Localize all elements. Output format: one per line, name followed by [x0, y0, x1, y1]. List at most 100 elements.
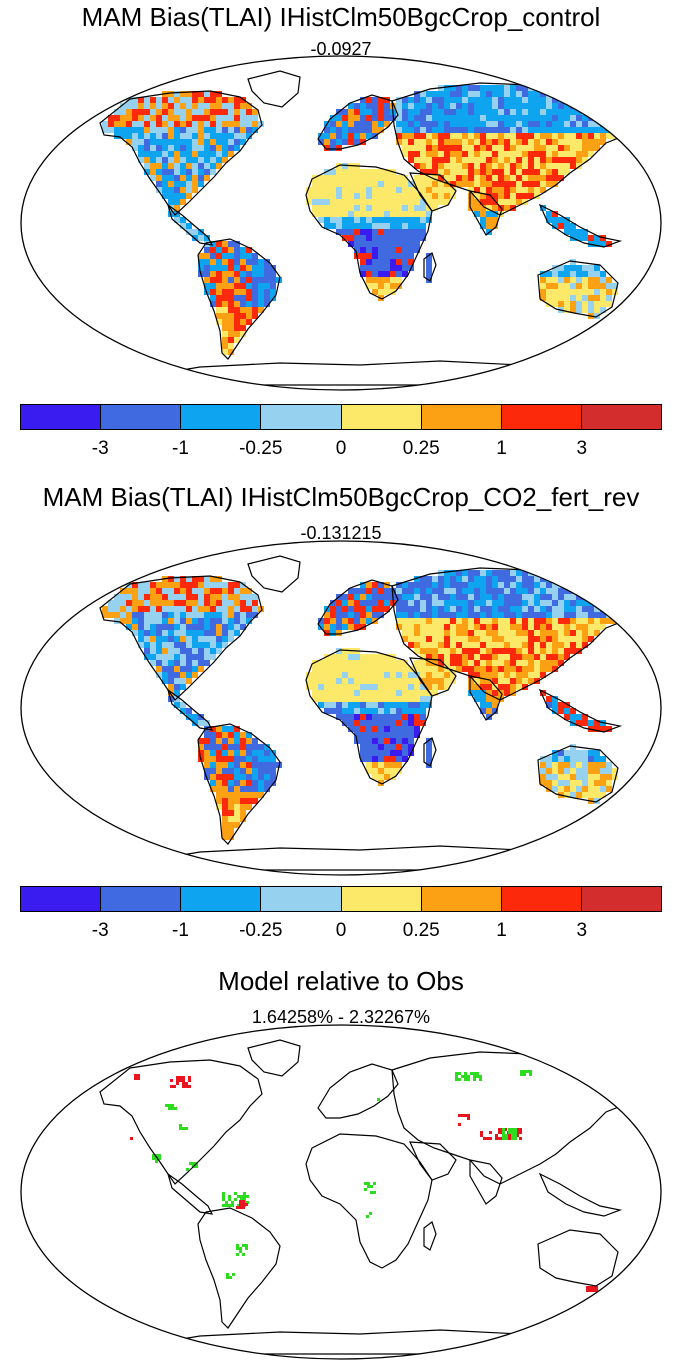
- bias-cell: [594, 235, 600, 241]
- bias-cell: [564, 307, 570, 313]
- bias-cell: [198, 606, 204, 612]
- bias-cell: [192, 109, 198, 115]
- bias-cell: [408, 115, 414, 121]
- bias-cell: [192, 666, 198, 672]
- bias-cell: [420, 103, 426, 109]
- bias-cell: [516, 163, 522, 169]
- bias-cell: [402, 624, 408, 630]
- bias-cell: [414, 121, 420, 127]
- bias-cell: [408, 259, 414, 265]
- bias-cell: [360, 594, 366, 600]
- bias-cell: [336, 121, 342, 127]
- bias-cell: [312, 211, 318, 217]
- bias-cell: [162, 636, 168, 642]
- relative-cell: [171, 1107, 174, 1110]
- bias-cell: [144, 103, 150, 109]
- bias-cell: [228, 301, 234, 307]
- bias-cell: [594, 97, 600, 103]
- bias-cell: [546, 169, 552, 175]
- bias-cell: [156, 666, 162, 672]
- bias-cell: [360, 97, 366, 103]
- bias-cell: [144, 169, 150, 175]
- bias-cell: [540, 672, 546, 678]
- bias-cell: [264, 780, 270, 786]
- bias-cell: [120, 121, 126, 127]
- bias-cell: [120, 594, 126, 600]
- bias-cell: [360, 223, 366, 229]
- bias-cell: [150, 97, 156, 103]
- bias-cell: [600, 762, 606, 768]
- bias-cell: [456, 157, 462, 163]
- bias-cell: [540, 295, 546, 301]
- bias-cell: [570, 708, 576, 714]
- relative-cell: [516, 1131, 519, 1134]
- bias-cell: [336, 606, 342, 612]
- bias-cell: [510, 169, 516, 175]
- bias-cell: [228, 738, 234, 744]
- bias-cell: [216, 648, 222, 654]
- bias-cell: [468, 594, 474, 600]
- bias-cell: [540, 666, 546, 672]
- relative-cell: [242, 1200, 245, 1203]
- bias-cell: [624, 121, 630, 127]
- bias-cell: [222, 247, 228, 253]
- bias-cell: [174, 684, 180, 690]
- bias-cell: [234, 798, 240, 804]
- relative-cell: [243, 1195, 246, 1198]
- bias-cell: [582, 283, 588, 289]
- bias-cell: [444, 648, 450, 654]
- bias-cell: [144, 624, 150, 630]
- bias-cell: [474, 133, 480, 139]
- bias-cell: [366, 672, 372, 678]
- bias-cell: [612, 606, 618, 612]
- relative-cell: [498, 1137, 501, 1140]
- colorbar-tick-label: 3: [576, 438, 588, 459]
- bias-cell: [384, 708, 390, 714]
- bias-cell: [420, 139, 426, 145]
- bias-cell: [540, 636, 546, 642]
- bias-cell: [240, 283, 246, 289]
- bias-cell: [396, 199, 402, 205]
- bias-cell: [384, 768, 390, 774]
- relative-cell: [514, 1131, 517, 1134]
- bias-cell: [378, 235, 384, 241]
- bias-cell: [180, 91, 186, 97]
- bias-cell: [132, 121, 138, 127]
- bias-cell: [426, 636, 432, 642]
- bias-cell: [522, 582, 528, 588]
- bias-cell: [480, 85, 486, 91]
- bias-cell: [138, 103, 144, 109]
- bias-cell: [168, 594, 174, 600]
- bias-cell: [204, 576, 210, 582]
- bias-cell: [564, 600, 570, 606]
- bias-cell: [420, 582, 426, 588]
- bias-cell: [402, 702, 408, 708]
- bias-cell: [150, 624, 156, 630]
- bias-cell: [510, 109, 516, 115]
- bias-cell: [174, 115, 180, 121]
- bias-cell: [162, 193, 168, 199]
- bias-cell: [462, 133, 468, 139]
- bias-cell: [612, 612, 618, 618]
- bias-cell: [588, 127, 594, 133]
- relative-cell: [239, 1206, 242, 1209]
- relative-cell: [225, 1201, 228, 1204]
- bias-cell: [132, 115, 138, 121]
- bias-cell: [246, 295, 252, 301]
- bias-cell: [486, 187, 492, 193]
- relative-cell: [511, 1131, 514, 1134]
- bias-cell: [510, 181, 516, 187]
- bias-cell: [162, 600, 168, 606]
- coastline-africa: [305, 649, 433, 785]
- bias-cell: [234, 588, 240, 594]
- bias-cell: [354, 247, 360, 253]
- bias-cell: [444, 582, 450, 588]
- bias-cell: [414, 726, 420, 732]
- bias-cell: [606, 618, 612, 624]
- bias-cell: [312, 187, 318, 193]
- bias-cell: [498, 193, 504, 199]
- bias-cell: [588, 768, 594, 774]
- bias-cell: [216, 253, 222, 259]
- bias-cell: [570, 277, 576, 283]
- bias-cell: [366, 175, 372, 181]
